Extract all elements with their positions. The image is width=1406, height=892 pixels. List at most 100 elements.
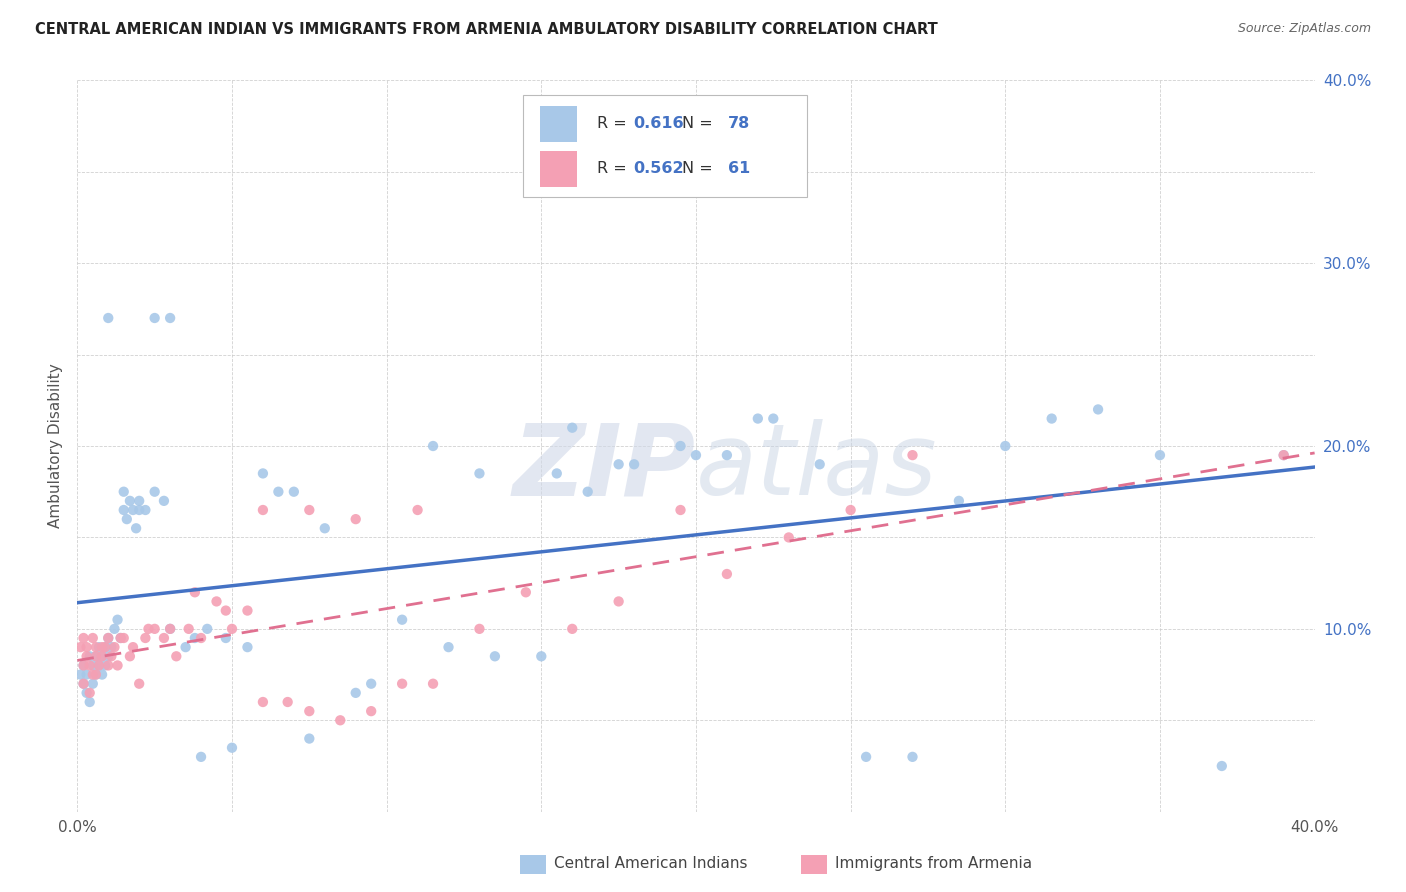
Point xyxy=(82,676,104,690)
Point xyxy=(128,493,150,508)
Point xyxy=(94,658,117,673)
Point xyxy=(122,503,145,517)
Point xyxy=(184,631,207,645)
Point xyxy=(94,640,117,655)
Point xyxy=(97,631,120,645)
Point xyxy=(91,649,114,664)
Point xyxy=(72,658,94,673)
Point xyxy=(530,649,553,664)
Point xyxy=(437,640,460,655)
Point xyxy=(118,493,141,508)
Point xyxy=(97,631,120,645)
Point xyxy=(195,622,218,636)
Point xyxy=(112,503,135,517)
Point xyxy=(97,649,120,664)
Point xyxy=(69,640,91,655)
Point xyxy=(277,695,299,709)
Point xyxy=(406,503,429,517)
Point xyxy=(84,667,107,681)
Point xyxy=(72,658,94,673)
Point xyxy=(1272,448,1295,462)
Point xyxy=(76,640,98,655)
Point xyxy=(747,411,769,425)
Point xyxy=(79,695,101,709)
Point xyxy=(100,640,122,655)
Point xyxy=(84,640,107,655)
Point xyxy=(84,649,107,664)
Point xyxy=(87,640,110,655)
Point xyxy=(314,521,336,535)
Point xyxy=(391,676,413,690)
Point xyxy=(138,622,160,636)
Text: Source: ZipAtlas.com: Source: ZipAtlas.com xyxy=(1237,22,1371,36)
Point xyxy=(97,311,120,326)
Point xyxy=(607,594,630,608)
Point xyxy=(236,603,259,617)
Text: Immigrants from Armenia: Immigrants from Armenia xyxy=(835,856,1032,871)
Point xyxy=(76,686,98,700)
Text: N =: N = xyxy=(682,161,718,176)
Point xyxy=(107,658,129,673)
Point xyxy=(561,622,583,636)
Point xyxy=(134,631,156,645)
Point xyxy=(360,676,382,690)
Point xyxy=(716,567,738,582)
Point xyxy=(607,458,630,472)
Point xyxy=(184,585,207,599)
Text: R =: R = xyxy=(596,161,631,176)
Point xyxy=(1211,759,1233,773)
Point xyxy=(72,676,94,690)
Point xyxy=(159,311,181,326)
Text: ZIP: ZIP xyxy=(513,419,696,516)
Y-axis label: Ambulatory Disability: Ambulatory Disability xyxy=(48,364,63,528)
Point xyxy=(422,439,444,453)
Point xyxy=(901,448,924,462)
Point xyxy=(561,421,583,435)
Point xyxy=(623,458,645,472)
Point xyxy=(1040,411,1063,425)
Point xyxy=(97,658,120,673)
Point xyxy=(669,503,692,517)
Point xyxy=(100,649,122,664)
Point xyxy=(252,695,274,709)
Point xyxy=(221,622,243,636)
Point xyxy=(215,631,238,645)
Point xyxy=(855,749,877,764)
Point xyxy=(72,631,94,645)
Point xyxy=(87,658,110,673)
Point xyxy=(252,467,274,481)
Point xyxy=(422,676,444,690)
Text: N =: N = xyxy=(682,116,718,131)
Point xyxy=(298,731,321,746)
Point xyxy=(122,640,145,655)
Point xyxy=(82,667,104,681)
Point xyxy=(69,667,91,681)
Point xyxy=(82,658,104,673)
Point xyxy=(82,631,104,645)
Point xyxy=(177,622,200,636)
Point xyxy=(112,484,135,499)
Point xyxy=(948,493,970,508)
Point xyxy=(87,658,110,673)
Point xyxy=(110,631,132,645)
Point xyxy=(153,631,176,645)
Point xyxy=(94,640,117,655)
Point xyxy=(298,704,321,718)
Point xyxy=(283,484,305,499)
Text: R =: R = xyxy=(596,116,631,131)
Point xyxy=(143,311,166,326)
Point xyxy=(107,613,129,627)
Point xyxy=(329,714,352,728)
Point xyxy=(103,622,125,636)
Point xyxy=(778,530,800,544)
Point xyxy=(84,649,107,664)
Point xyxy=(174,640,197,655)
Point xyxy=(215,603,238,617)
Point xyxy=(1087,402,1109,417)
Point xyxy=(360,704,382,718)
Point xyxy=(115,512,138,526)
Point xyxy=(808,458,831,472)
Point xyxy=(76,649,98,664)
Point xyxy=(716,448,738,462)
Point xyxy=(79,658,101,673)
